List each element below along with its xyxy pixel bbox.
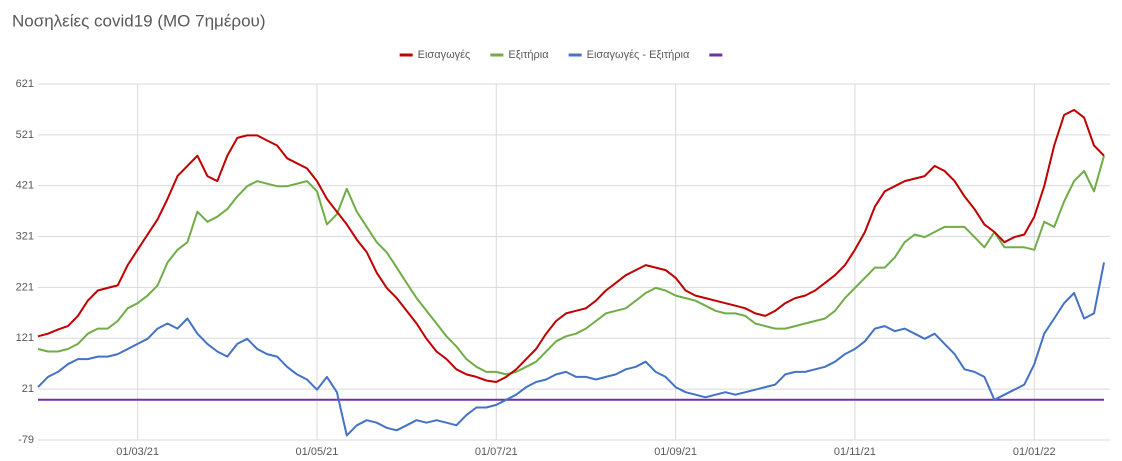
x-tick-label: 01/07/21	[475, 446, 518, 458]
series-line	[37, 262, 1105, 437]
y-tick-label: 21	[22, 383, 34, 395]
series-line	[37, 155, 1105, 376]
y-tick-label: 121	[16, 332, 34, 344]
x-tick-label: 01/01/22	[1013, 446, 1056, 458]
y-tick-label: 421	[16, 180, 34, 192]
y-tick-label: 621	[16, 78, 34, 90]
y-tick-label: 321	[16, 230, 34, 242]
x-tick-label: 01/09/21	[654, 446, 697, 458]
legend-label: Εξιτήρια	[508, 49, 549, 61]
y-tick-label: -79	[18, 434, 34, 446]
legend-label: Εισαγωγές - Εξιτήρια	[587, 49, 690, 61]
x-tick-label: 01/05/21	[296, 446, 339, 458]
legend-label: Εισαγωγές	[418, 49, 471, 61]
y-tick-label: 221	[16, 281, 34, 293]
x-tick-label: 01/11/21	[834, 446, 876, 458]
series-line	[37, 108, 1105, 383]
chart-title: Νοσηλείες covid19 (ΜΟ 7ημέρου)	[12, 11, 265, 30]
y-tick-label: 521	[16, 129, 34, 141]
x-tick-label: 01/03/21	[116, 446, 159, 458]
